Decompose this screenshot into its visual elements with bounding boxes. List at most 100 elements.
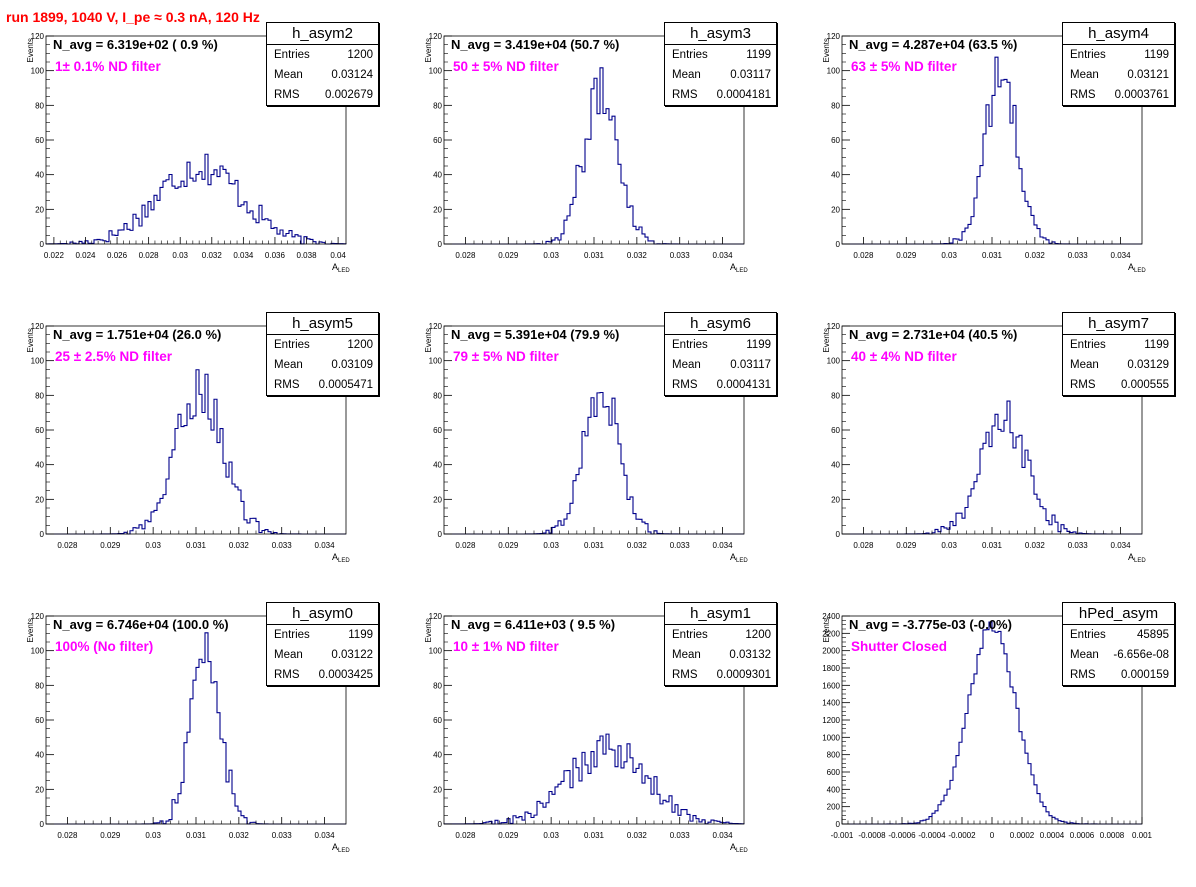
histogram-panel-h-asym5: 0.028 0.029 0.03 0.031 0.032 0.033 0.034 0 20 40 6… <box>0 312 390 597</box>
x-tick-label: 0.029 <box>498 541 519 550</box>
stats-label: Entries <box>274 339 310 351</box>
stats-row-mean: Mean 0.03121 <box>1063 65 1174 85</box>
stats-row-mean: Mean 0.03124 <box>267 65 378 85</box>
x-axis-title: ALED <box>1128 262 1146 274</box>
histogram-name: h_asym4 <box>1063 23 1174 45</box>
x-tick-label: 0.033 <box>1068 541 1089 550</box>
stats-row-mean: Mean 0.03109 <box>267 355 378 375</box>
x-tick-label: 0.029 <box>498 251 519 260</box>
y-tick-label: 1000 <box>822 733 840 742</box>
stats-label: RMS <box>274 669 300 681</box>
stats-value: 1200 <box>347 49 373 61</box>
stats-value: 0.002679 <box>325 89 373 101</box>
x-tick-label: 0.036 <box>265 251 286 260</box>
y-tick-label: 40 <box>433 751 442 760</box>
histogram-bars <box>443 733 745 825</box>
y-tick-label: 0 <box>836 530 841 539</box>
x-tick-label: 0.031 <box>584 251 605 260</box>
histogram-plot: 0.028 0.029 0.03 0.031 0.032 0.033 0.034 0 20 40 6… <box>424 32 748 274</box>
stats-label: Entries <box>672 629 708 641</box>
stats-label: RMS <box>1070 379 1096 391</box>
y-tick-label: 60 <box>433 426 442 435</box>
y-tick-label: 0 <box>836 240 841 249</box>
stats-label: Mean <box>672 649 701 661</box>
histogram-plot: 0.028 0.029 0.03 0.031 0.032 0.033 0.034 0 20 40 6… <box>26 612 350 854</box>
stats-box: h_asym1 Entries 1200 Mean 0.03132 RMS 0.000930… <box>664 602 777 686</box>
histogram-name: hPed_asym <box>1063 603 1174 625</box>
x-tick-label: 0.0008 <box>1100 831 1125 840</box>
stats-value: -6.656e-08 <box>1113 649 1169 661</box>
x-axis-title: ALED <box>730 262 748 274</box>
x-tick-label: 0.031 <box>186 541 207 550</box>
stats-label: Entries <box>1070 339 1106 351</box>
stats-label: Entries <box>274 629 310 641</box>
x-tick-label: 0.034 <box>713 831 734 840</box>
x-tick-label: 0.04 <box>330 251 346 260</box>
x-tick-label: 0.033 <box>272 541 293 550</box>
x-tick-label: 0.001 <box>1132 831 1153 840</box>
stats-label: RMS <box>672 379 698 391</box>
x-tick-label: 0.03 <box>941 251 957 260</box>
y-tick-label: 60 <box>433 136 442 145</box>
histogram-panel-h-asym0: 0.028 0.029 0.03 0.031 0.032 0.033 0.034 0 20 40 6… <box>0 602 390 887</box>
histogram-panel-hped-asym: -0.001 -0.0008 -0.0006 -0.0004 -0.0002 0 0.000… <box>796 602 1186 887</box>
y-tick-label: 60 <box>831 426 840 435</box>
stats-row-rms: RMS 0.0004181 <box>665 85 776 105</box>
filter-annotation: 25 ± 2.5% ND filter <box>55 349 172 364</box>
y-tick-label: 800 <box>827 751 841 760</box>
stats-row-entries: Entries 1199 <box>1063 45 1174 65</box>
y-axis-title: Events <box>424 328 433 352</box>
y-tick-label: 80 <box>35 101 44 110</box>
x-axis-title: ALED <box>1128 552 1146 564</box>
stats-label: Mean <box>1070 69 1099 81</box>
x-tick-label: 0.028 <box>139 251 160 260</box>
stats-row-rms: RMS 0.000555 <box>1063 375 1174 395</box>
stats-label: Mean <box>1070 359 1099 371</box>
y-tick-label: 20 <box>433 495 442 504</box>
stats-value: 1199 <box>746 339 771 351</box>
histogram-panel-h-asym2: 0.022 0.024 0.026 0.028 0.03 0.032 0.034 0.036 0… <box>0 22 390 307</box>
x-tick-label: 0.034 <box>1111 541 1132 550</box>
x-axis-title: ALED <box>730 842 748 854</box>
stats-label: Mean <box>274 359 303 371</box>
stats-label: RMS <box>672 89 698 101</box>
x-tick-label: 0.03 <box>543 251 559 260</box>
navg-header: N_avg = 5.391e+04 (79.9 %) <box>451 327 620 342</box>
x-tick-label: 0.028 <box>853 541 874 550</box>
x-tick-label: 0.028 <box>57 541 78 550</box>
x-tick-label: 0.031 <box>186 831 207 840</box>
histogram-panel-h-asym7: 0.028 0.029 0.03 0.031 0.032 0.033 0.034 0 20 40 6… <box>796 312 1186 597</box>
x-tick-label: 0.032 <box>627 831 648 840</box>
histogram-panel-h-asym3: 0.028 0.029 0.03 0.031 0.032 0.033 0.034 0 20 40 6… <box>398 22 788 307</box>
y-tick-label: 40 <box>831 171 840 180</box>
y-tick-label: 0 <box>40 240 45 249</box>
stats-row-entries: Entries 1199 <box>267 625 378 645</box>
x-tick-label: 0.033 <box>670 251 691 260</box>
x-axis-title: ALED <box>332 842 350 854</box>
x-tick-label: 0.034 <box>233 251 254 260</box>
x-tick-label: 0.029 <box>896 541 917 550</box>
y-tick-label: 120 <box>827 32 841 41</box>
stats-row-entries: Entries 45895 <box>1063 625 1174 645</box>
stats-value: 0.0004181 <box>716 89 771 101</box>
stats-label: RMS <box>672 669 698 681</box>
x-tick-label: 0.028 <box>455 251 476 260</box>
histogram-name: h_asym5 <box>267 313 378 335</box>
stats-label: Mean <box>672 69 701 81</box>
histogram-name: h_asym7 <box>1063 313 1174 335</box>
y-tick-label: 100 <box>31 647 45 656</box>
x-tick-label: 0.034 <box>315 831 336 840</box>
y-axis-title: Events <box>26 618 35 642</box>
page-title: run 1899, 1040 V, I_pe ≈ 0.3 nA, 120 Hz <box>6 9 260 25</box>
x-axis-title: ALED <box>332 262 350 274</box>
x-tick-label: 0.031 <box>584 541 605 550</box>
navg-header: N_avg = 1.751e+04 (26.0 %) <box>53 327 222 342</box>
filter-annotation: 10 ± 1% ND filter <box>453 639 559 654</box>
y-tick-label: 60 <box>35 716 44 725</box>
y-tick-label: 40 <box>35 171 44 180</box>
x-tick-label: 0.028 <box>57 831 78 840</box>
stats-label: Mean <box>1070 649 1099 661</box>
y-tick-label: 120 <box>827 322 841 331</box>
y-axis-title: Events <box>822 618 831 642</box>
stats-value: 0.0005471 <box>318 379 373 391</box>
